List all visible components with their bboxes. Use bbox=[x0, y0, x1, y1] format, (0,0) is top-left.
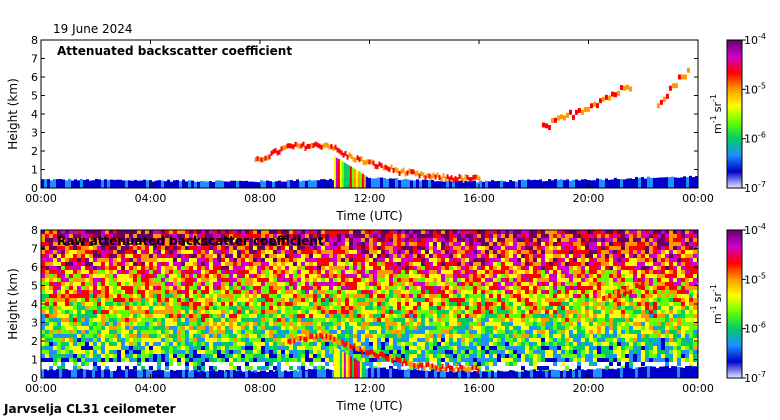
y-tick-label: 3 bbox=[31, 317, 38, 330]
y-tick-label: 4 bbox=[31, 298, 38, 311]
x-axis-label: Time (UTC) bbox=[335, 209, 402, 223]
colorbar-tick-label: 10-7 bbox=[744, 370, 766, 385]
colorbar bbox=[726, 39, 743, 189]
x-tick-label: 20:00 bbox=[573, 192, 605, 205]
y-tick-label: 2 bbox=[31, 145, 38, 158]
panel-title: Raw attenuated backscatter coefficient bbox=[57, 234, 324, 248]
elevated-cloud bbox=[656, 67, 690, 109]
x-tick-label: 20:00 bbox=[573, 382, 605, 395]
x-tick-label: 12:00 bbox=[354, 382, 386, 395]
x-tick-label: 08:00 bbox=[244, 192, 276, 205]
y-axis-label: Height (km) bbox=[6, 268, 20, 339]
y-tick-label: 7 bbox=[31, 53, 38, 66]
y-tick-label: 1 bbox=[31, 164, 38, 177]
y-tick-label: 6 bbox=[31, 71, 38, 84]
cloud-layer bbox=[287, 332, 480, 374]
colorbar-tick-label: 10-5 bbox=[744, 271, 766, 286]
plot-area bbox=[41, 230, 698, 378]
elevated-cloud bbox=[541, 84, 632, 130]
x-tick-label: 00:00 bbox=[682, 382, 714, 395]
y-tick-label: 3 bbox=[31, 127, 38, 140]
y-tick-label: 8 bbox=[31, 224, 38, 237]
y-tick-label: 7 bbox=[31, 243, 38, 256]
x-tick-label: 08:00 bbox=[244, 382, 276, 395]
x-tick-label: 04:00 bbox=[135, 382, 167, 395]
colorbar-tick-label: 10-6 bbox=[744, 321, 766, 336]
y-tick-label: 4 bbox=[31, 108, 38, 121]
y-tick-label: 6 bbox=[31, 261, 38, 274]
x-tick-label: 12:00 bbox=[354, 192, 386, 205]
y-tick-label: 8 bbox=[31, 34, 38, 47]
y-tick-label: 2 bbox=[31, 335, 38, 348]
y-tick-label: 5 bbox=[31, 90, 38, 103]
boundary-layer bbox=[41, 175, 698, 188]
plot-background bbox=[41, 40, 698, 188]
y-tick-label: 0 bbox=[31, 182, 38, 195]
colorbar-tick-label: 10-6 bbox=[744, 131, 766, 146]
colorbar-tick-label: 10-5 bbox=[744, 81, 766, 96]
date-label: 19 June 2024 bbox=[53, 22, 133, 36]
y-axis-label: Height (km) bbox=[6, 78, 20, 149]
y-tick-label: 1 bbox=[31, 354, 38, 367]
x-tick-label: 04:00 bbox=[135, 192, 167, 205]
colorbar-tick-label: 10-4 bbox=[744, 222, 766, 237]
x-tick-label: 16:00 bbox=[463, 192, 495, 205]
rain-shaft bbox=[333, 346, 366, 378]
colorbar-unit-label: m-1sr-1 bbox=[709, 94, 724, 134]
y-tick-label: 5 bbox=[31, 280, 38, 293]
colorbar-unit-label: m-1sr-1 bbox=[709, 284, 724, 324]
footer-label: Jarvselja CL31 ceilometer bbox=[3, 402, 176, 416]
noise-field bbox=[41, 230, 698, 378]
attenuated-backscatter-panel: Attenuated backscatter coefficient 0 1 2 3 4 5… bbox=[6, 32, 766, 223]
cloud-layer bbox=[254, 141, 481, 183]
x-tick-label: 16:00 bbox=[463, 382, 495, 395]
raw-backscatter-panel: Raw attenuated backscatter coefficient 0 1… bbox=[6, 222, 766, 413]
colorbar-tick-label: 10-7 bbox=[744, 180, 766, 195]
colorbar bbox=[726, 229, 743, 379]
x-tick-label: 00:00 bbox=[25, 382, 57, 395]
x-axis-label: Time (UTC) bbox=[335, 399, 402, 413]
elevated-cloud bbox=[602, 281, 645, 302]
x-tick-label: 00:00 bbox=[25, 192, 57, 205]
x-tick-label: 00:00 bbox=[682, 192, 714, 205]
rain-shaft bbox=[333, 156, 366, 188]
colorbar-tick-label: 10-4 bbox=[744, 32, 766, 47]
plot-area bbox=[41, 40, 698, 188]
y-tick-label: 0 bbox=[31, 372, 38, 385]
boundary-layer bbox=[41, 365, 698, 378]
panel-title: Attenuated backscatter coefficient bbox=[57, 44, 292, 58]
